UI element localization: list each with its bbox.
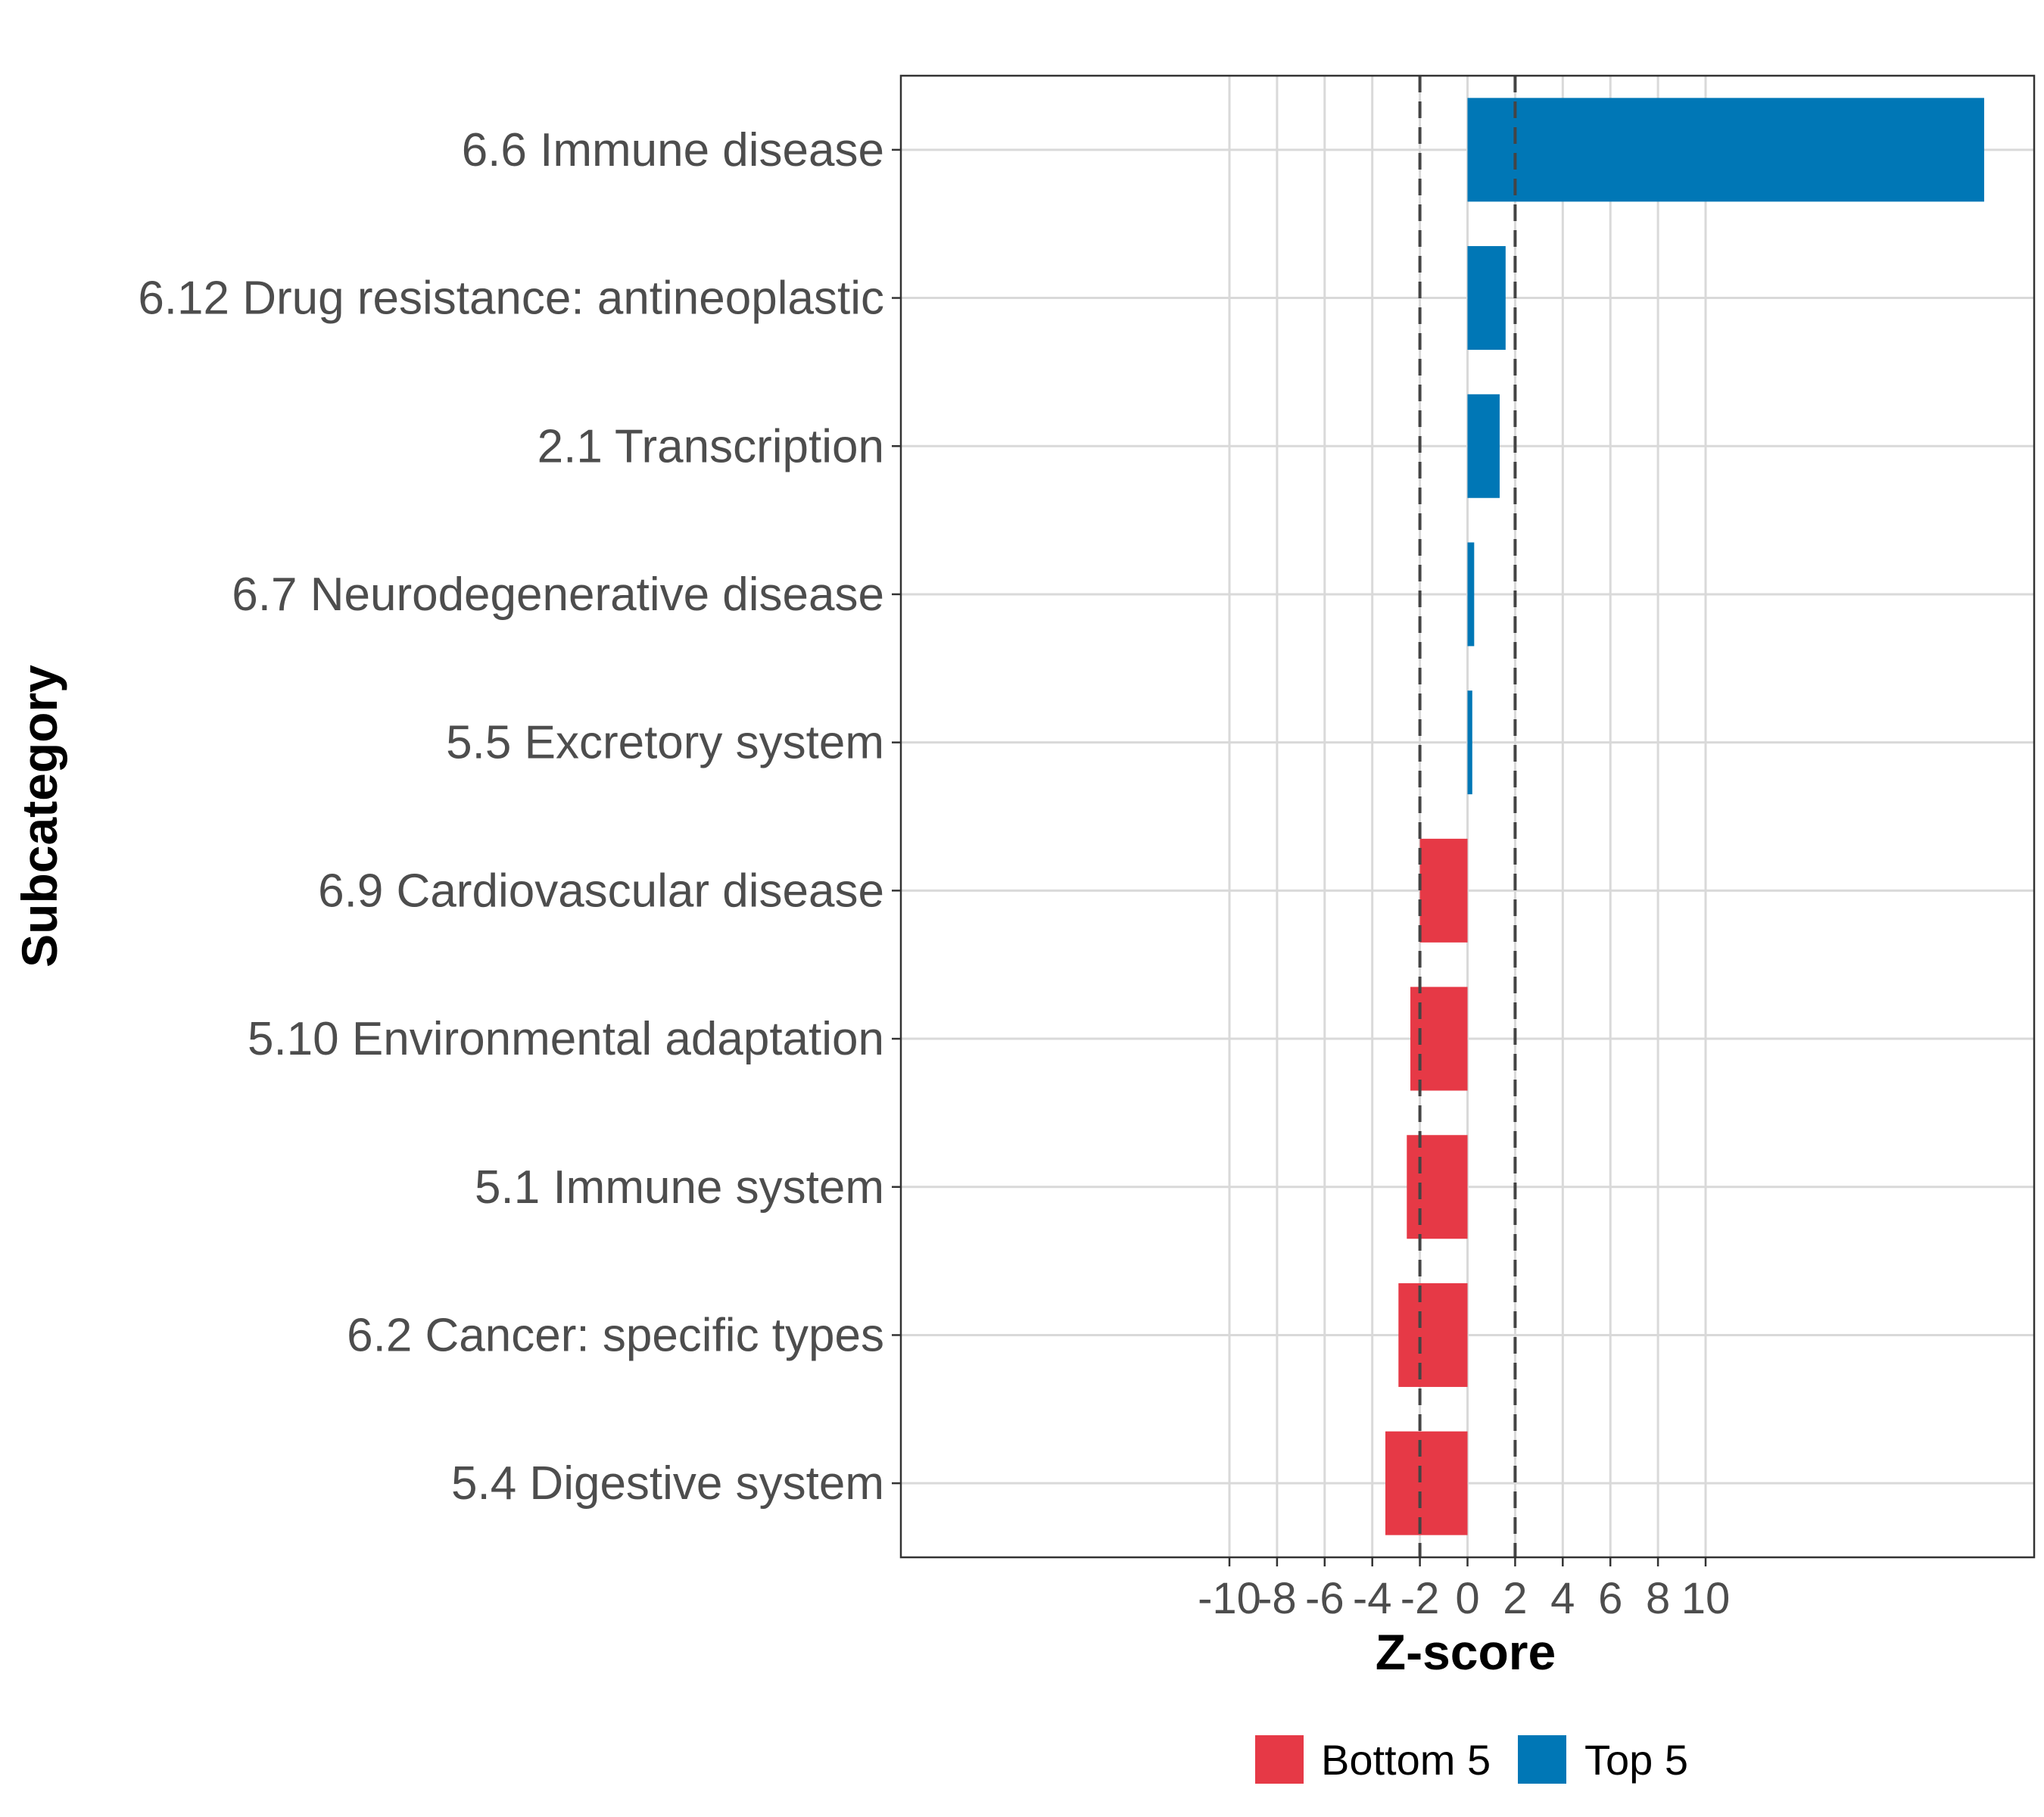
bar (1467, 690, 1472, 795)
legend-label: Top 5 (1584, 1736, 1688, 1784)
y-tick-label: 5.4 Digestive system (451, 1457, 884, 1510)
y-axis-title: Subcategory (11, 665, 67, 968)
y-tick-label: 6.2 Cancer: specific types (347, 1309, 884, 1361)
x-tick-label: 0 (1455, 1574, 1479, 1623)
x-tick-label: -4 (1353, 1574, 1392, 1623)
legend-label: Bottom 5 (1321, 1736, 1491, 1784)
x-axis: -10-8 -6 -4 -2 0 2 4 6 8 10 (1198, 1557, 1730, 1623)
bar (1407, 1135, 1468, 1239)
y-tick-label: 2.1 Transcription (537, 420, 884, 472)
legend-key (1255, 1735, 1304, 1784)
bar (1467, 542, 1475, 647)
reference-lines (1418, 76, 1517, 1557)
x-axis-title: Z-score (1376, 1624, 1556, 1680)
y-axis: 6.6 Immune disease 6.12 Drug resistance: … (138, 124, 901, 1510)
legend: Bottom 5 Top 5 (1255, 1735, 1688, 1784)
bar (1467, 394, 1500, 498)
y-tick-label: 6.12 Drug resistance: antineoplastic (138, 273, 884, 325)
y-tick-label: 6.7 Neurodegenerative disease (232, 569, 884, 621)
bar (1385, 1431, 1468, 1535)
bar (1419, 838, 1468, 943)
legend-key (1518, 1735, 1566, 1784)
y-tick-label: 6.6 Immune disease (462, 124, 884, 176)
x-tick-label: 4 (1550, 1574, 1575, 1623)
x-tick-label: -10 (1198, 1574, 1261, 1623)
bars (1385, 98, 1984, 1535)
bar (1467, 98, 1984, 202)
x-tick-label: 8 (1646, 1574, 1670, 1623)
x-tick-label: 2 (1503, 1574, 1527, 1623)
x-tick-label: 6 (1598, 1574, 1622, 1623)
x-tick-label: -8 (1257, 1574, 1297, 1623)
y-tick-label: 6.9 Cardiovascular disease (318, 865, 884, 917)
x-tick-label: -2 (1401, 1574, 1440, 1623)
y-tick-label: 5.1 Immune system (475, 1161, 884, 1214)
bar (1398, 1282, 1468, 1387)
bar (1467, 246, 1506, 351)
x-tick-label: 10 (1681, 1574, 1731, 1623)
x-tick-label: -6 (1305, 1574, 1344, 1623)
y-tick-label: 5.10 Environmental adaptation (248, 1013, 884, 1065)
y-tick-label: 5.5 Excretory system (446, 717, 884, 769)
